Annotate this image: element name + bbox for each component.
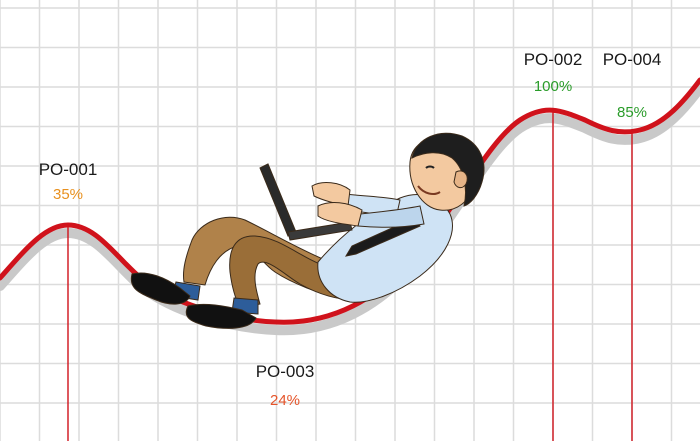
shoe-right: [185, 303, 257, 329]
point-label-po-004: PO-004: [602, 50, 662, 69]
point-label-po-002: PO-002: [523, 50, 583, 69]
hair: [411, 132, 485, 207]
point-label-po-001: PO-001: [38, 160, 98, 179]
point-value-po-004: 85%: [616, 104, 648, 121]
point-label-po-003: PO-003: [255, 362, 315, 381]
laptop-base: [287, 221, 353, 241]
smile: [417, 185, 441, 195]
point-value-po-001: 35%: [52, 186, 84, 203]
ear: [453, 170, 468, 189]
laptop-screen: [259, 163, 297, 237]
drop-lines: [67, 112, 633, 441]
eye: [425, 165, 435, 169]
point-value-po-003: 24%: [269, 392, 301, 409]
point-value-po-002: 100%: [533, 78, 573, 95]
hand-lower: [317, 202, 363, 227]
shoe-left: [130, 272, 191, 305]
